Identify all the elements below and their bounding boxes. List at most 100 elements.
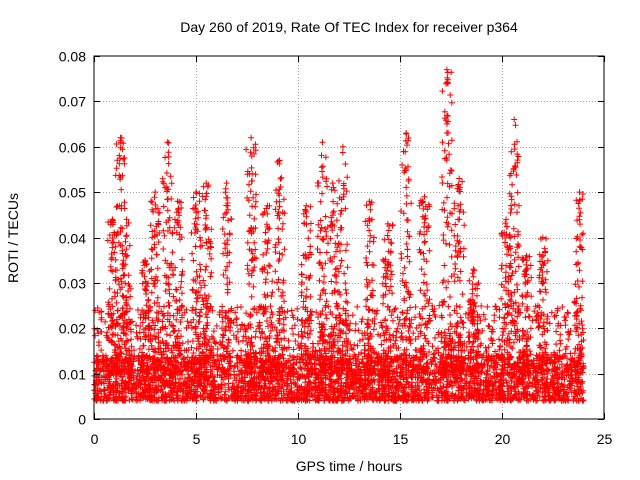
data-point: [261, 384, 268, 390]
data-point: [119, 284, 125, 291]
data-point: [143, 302, 150, 309]
data-point: [193, 209, 200, 216]
data-point: [359, 316, 366, 323]
data-point: [440, 374, 446, 381]
data-point: [484, 396, 490, 403]
data-point: [250, 283, 257, 290]
data-point: [108, 256, 115, 263]
data-point: [149, 379, 156, 386]
data-point: [113, 299, 120, 306]
data-point: [161, 369, 168, 376]
data-point: [496, 336, 502, 343]
data-point: [482, 316, 489, 323]
data-point: [152, 189, 159, 196]
data-point: [164, 207, 171, 214]
data-point: [219, 342, 226, 349]
data-point: [325, 303, 332, 310]
data-point: [261, 376, 268, 383]
data-point: [142, 286, 149, 293]
data-point: [147, 222, 154, 229]
data-point: [358, 369, 365, 376]
data-point: [354, 342, 361, 349]
data-point: [203, 263, 210, 270]
data-point: [132, 367, 139, 374]
data-point: [162, 391, 169, 398]
data-point: [106, 324, 113, 331]
data-point: [167, 262, 174, 269]
data-point: [396, 316, 403, 323]
data-point: [233, 377, 240, 384]
data-point: [138, 361, 145, 368]
data-point: [165, 149, 172, 156]
data-point: [252, 333, 259, 340]
data-point: [335, 388, 342, 395]
data-point: [92, 307, 99, 314]
data-point: [148, 393, 155, 400]
data-point: [207, 397, 214, 404]
data-point: [385, 378, 392, 385]
data-point: [347, 320, 354, 327]
data-point: [121, 394, 128, 401]
data-point: [107, 314, 114, 321]
data-point: [541, 385, 548, 392]
data-point: [121, 341, 128, 348]
data-point: [119, 292, 126, 299]
data-point: [253, 328, 259, 335]
data-point: [105, 299, 112, 306]
data-point: [148, 325, 155, 331]
data-point: [416, 383, 423, 390]
data-point: [311, 366, 317, 373]
data-point: [210, 328, 217, 335]
data-point: [139, 386, 146, 393]
data-point: [143, 283, 150, 290]
data-point: [145, 346, 152, 353]
data-point: [178, 278, 185, 285]
data-point: [122, 280, 129, 287]
data-point: [379, 379, 386, 386]
data-point: [197, 234, 203, 241]
data-point: [177, 382, 184, 389]
data-point: [148, 342, 155, 349]
data-point: [114, 307, 121, 314]
data-point: [115, 276, 122, 283]
data-point: [189, 338, 196, 344]
data-point: [169, 249, 176, 256]
data-point: [115, 397, 121, 404]
data-point: [413, 324, 420, 331]
data-point: [133, 376, 140, 383]
data-point: [111, 249, 118, 256]
data-point: [221, 240, 228, 247]
data-point: [246, 181, 252, 188]
data-point: [120, 324, 127, 331]
data-point: [156, 345, 162, 352]
data-point: [175, 206, 181, 213]
data-point: [252, 171, 259, 178]
data-point: [117, 362, 124, 369]
data-point: [192, 202, 199, 208]
data-point: [238, 352, 245, 359]
data-point: [151, 348, 158, 355]
data-point: [167, 332, 174, 339]
data-point: [133, 394, 140, 401]
data-point: [249, 343, 256, 350]
data-point: [570, 397, 577, 404]
data-point: [288, 387, 295, 394]
data-point: [307, 379, 314, 386]
data-point: [294, 316, 301, 323]
data-point: [309, 340, 316, 347]
data-point: [280, 321, 287, 328]
data-point: [529, 379, 536, 386]
data-point: [112, 293, 119, 300]
data-point: [188, 324, 195, 331]
data-point: [388, 376, 395, 383]
data-point: [171, 389, 178, 396]
data-point: [168, 195, 175, 202]
data-point: [227, 353, 234, 360]
data-point: [278, 384, 285, 391]
data-point: [566, 331, 573, 338]
data-point: [179, 268, 186, 275]
data-point: [518, 390, 525, 397]
data-point: [310, 385, 317, 392]
data-point: [222, 245, 229, 252]
data-point: [106, 337, 113, 344]
